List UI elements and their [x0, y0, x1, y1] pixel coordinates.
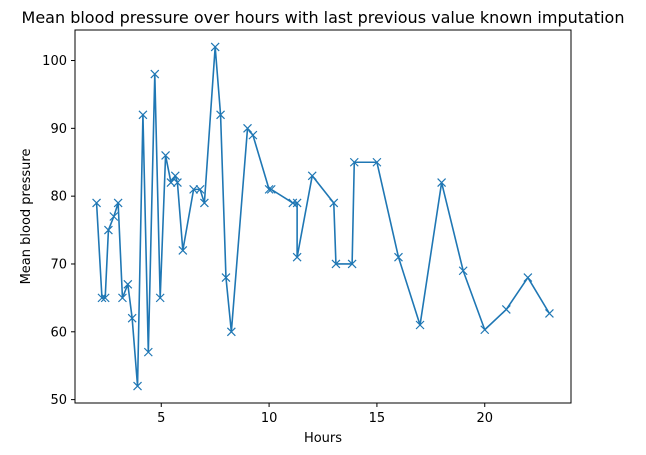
- y-tick-label: 80: [50, 190, 67, 205]
- y-axis-label: Mean blood pressure: [19, 149, 34, 285]
- data-point-marker: [113, 198, 123, 208]
- data-point-marker: [307, 171, 317, 181]
- x-tick-label: 20: [476, 411, 493, 426]
- data-point-marker: [109, 212, 119, 221]
- data-point-marker: [415, 320, 425, 330]
- data-point-marker: [347, 259, 357, 269]
- y-axis: 50 60 70 80 90 100: [42, 54, 75, 408]
- data-point-marker: [123, 279, 133, 289]
- data-point-marker: [143, 347, 153, 357]
- y-tick-label: 100: [42, 54, 67, 69]
- y-tick-label: 70: [50, 257, 67, 272]
- data-point-marker: [133, 381, 142, 391]
- data-point-marker: [349, 157, 359, 167]
- data-point-marker: [545, 309, 554, 318]
- chart-title: Mean blood pressure over hours with last…: [22, 8, 625, 27]
- data-point-marker: [480, 325, 490, 335]
- data-point-marker: [221, 273, 231, 282]
- data-point-marker: [331, 259, 341, 269]
- data-point-marker: [161, 151, 170, 160]
- data-point-marker: [264, 184, 274, 194]
- data-point-marker: [292, 252, 302, 262]
- data-point-marker: [97, 293, 107, 303]
- data-point-marker: [292, 198, 302, 208]
- data-point-marker: [138, 110, 148, 120]
- data-point-marker: [523, 273, 533, 282]
- data-point-marker: [243, 123, 252, 133]
- y-tick-label: 60: [50, 325, 67, 340]
- data-point-marker: [226, 327, 236, 337]
- data-point-marker: [266, 184, 276, 194]
- data-point-marker: [92, 198, 101, 208]
- data-point-marker: [166, 178, 176, 188]
- data-point-marker: [155, 293, 165, 303]
- data-point-marker: [210, 42, 220, 52]
- data-point-marker: [199, 198, 209, 208]
- y-tick-label: 50: [50, 393, 67, 408]
- y-tick-label: 90: [50, 122, 67, 137]
- data-point-marker: [100, 293, 110, 303]
- data-point-marker: [288, 198, 298, 208]
- data-point-marker: [150, 69, 160, 79]
- data-point-marker: [248, 130, 258, 140]
- data-point-marker: [329, 198, 339, 208]
- data-point-marker: [216, 110, 225, 120]
- x-axis-label: Hours: [304, 431, 342, 446]
- data-point-marker: [104, 225, 113, 235]
- data-point-marker: [189, 184, 199, 194]
- data-point-marker: [195, 184, 205, 194]
- series-line: [95, 46, 551, 387]
- data-point-marker: [127, 313, 137, 323]
- data-point-marker: [394, 252, 403, 262]
- x-axis: 5 10 15 20: [157, 403, 493, 426]
- x-tick-label: 5: [157, 411, 165, 426]
- x-tick-label: 15: [369, 411, 386, 426]
- data-point-marker: [178, 245, 188, 255]
- x-tick-label: 10: [261, 411, 278, 426]
- data-point-marker: [173, 178, 182, 188]
- data-point-marker: [437, 178, 447, 188]
- data-point-marker: [458, 266, 468, 276]
- data-point-marker: [170, 171, 180, 181]
- data-point-marker: [372, 157, 382, 167]
- plot-area: [92, 42, 554, 391]
- data-point-marker: [501, 304, 511, 314]
- data-point-marker: [118, 293, 127, 303]
- plot-frame: [74, 29, 572, 404]
